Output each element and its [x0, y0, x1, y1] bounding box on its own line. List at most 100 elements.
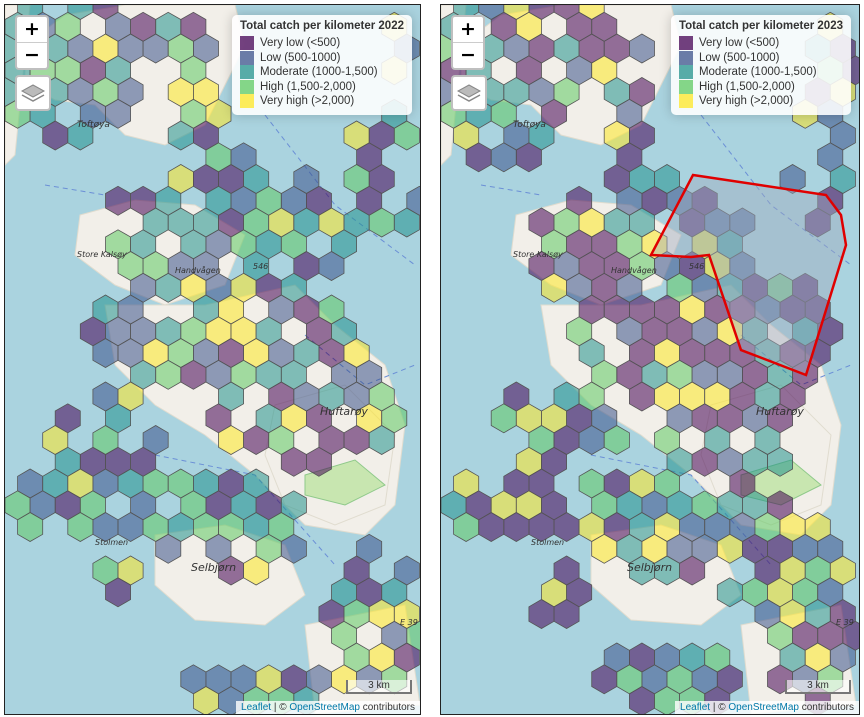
- hex-cell[interactable]: [67, 120, 94, 151]
- legend-swatch: [678, 65, 693, 80]
- legend-label: Moderate (1000-1,500): [259, 66, 378, 79]
- hex-cell[interactable]: [368, 425, 395, 455]
- legend-swatch: [678, 50, 693, 65]
- legend-swatch: [239, 65, 254, 80]
- zoom-control: + −: [15, 15, 49, 70]
- legend-swatch: [239, 79, 254, 94]
- zoom-control: + −: [451, 15, 485, 70]
- hex-cell[interactable]: [305, 446, 332, 477]
- ferry-route: [480, 184, 542, 196]
- legend-item: High (1,500-2,000): [678, 79, 843, 95]
- legend-label: Very low (<500): [698, 37, 780, 50]
- osm-link[interactable]: OpenStreetMap: [728, 702, 799, 713]
- attribution-suffix: contributors: [359, 702, 415, 713]
- place-label: Huftarøy: [320, 405, 368, 418]
- hex-cell[interactable]: [155, 533, 182, 564]
- hex-cell[interactable]: [767, 446, 794, 477]
- place-label: 546: [253, 262, 268, 271]
- layers-control-button[interactable]: [15, 75, 51, 111]
- legend-label: Low (500-1000): [698, 51, 780, 64]
- legend-swatch: [678, 79, 693, 94]
- legend-label: High (1,500-2,000): [698, 80, 795, 93]
- highlight-area: [648, 173, 848, 377]
- legend-title: Total catch per kilometer 2022: [239, 20, 404, 32]
- place-label: Store Kalsøy: [77, 250, 127, 259]
- legend-label: Low (500-1000): [259, 51, 341, 64]
- layers-icon: [20, 84, 46, 102]
- hex-cell[interactable]: [553, 599, 580, 629]
- legend-item: Very high (>2,000): [239, 94, 404, 109]
- hex-cell[interactable]: [393, 120, 420, 151]
- hex-cell[interactable]: [243, 555, 270, 586]
- hex-cell[interactable]: [280, 533, 307, 564]
- ferry-route: [700, 114, 852, 266]
- place-label: Huftarøy: [756, 405, 804, 418]
- map-canvas[interactable]: Toftøya Store Kalsøy Handvågen 546 Huftarøy S…: [441, 5, 859, 714]
- place-label: E 39: [400, 618, 418, 627]
- place-label: E 39: [836, 618, 854, 627]
- hexbin-layer[interactable]: [5, 5, 420, 714]
- legend-item: Low (500-1000): [678, 50, 843, 66]
- hex-cell[interactable]: [679, 555, 706, 586]
- attribution-sep: | ©: [710, 702, 729, 713]
- place-label: Toftøya: [513, 120, 546, 130]
- hex-cell[interactable]: [105, 577, 131, 608]
- layers-icon: [456, 84, 482, 102]
- zoom-out-button[interactable]: −: [460, 44, 476, 66]
- attribution: Leaflet | © OpenStreetMap contributors: [236, 701, 420, 714]
- hex-cell[interactable]: [804, 207, 831, 238]
- legend-label: Moderate (1000-1,500): [698, 66, 817, 79]
- place-label: 546: [689, 262, 704, 271]
- zoom-in-button[interactable]: +: [453, 17, 483, 43]
- legend-label: High (1,500-2,000): [259, 80, 356, 93]
- map-canvas[interactable]: Toftøya Store Kalsøy Handvågen 546 Huftarøy S…: [5, 5, 420, 714]
- legend-item: Low (500-1000): [239, 50, 404, 66]
- map-panel-2023[interactable]: Toftøya Store Kalsøy Handvågen 546 Huftarøy S…: [440, 4, 860, 715]
- leaflet-link[interactable]: Leaflet: [241, 702, 272, 713]
- place-labels: Toftøya Store Kalsøy Handvågen 546 Huftarøy S…: [513, 120, 854, 627]
- legend-label: Very low (<500): [259, 37, 341, 50]
- place-label: Selbjørn: [627, 561, 672, 574]
- legend-swatch: [239, 36, 254, 51]
- legend: Total catch per kilometer 2023 Very low …: [670, 15, 851, 115]
- ferry-route: [44, 184, 106, 196]
- legend-item: Very high (>2,000): [678, 94, 843, 109]
- legend-item: Moderate (1000-1,500): [239, 65, 404, 80]
- attribution-sep: | ©: [271, 702, 290, 713]
- legend-swatch: [678, 94, 693, 109]
- legend-title: Total catch per kilometer 2023: [678, 20, 843, 32]
- place-label: Handvågen: [175, 265, 221, 275]
- legend-swatch: [239, 94, 254, 109]
- hex-cell[interactable]: [105, 98, 131, 129]
- attribution-suffix: contributors: [798, 702, 854, 713]
- legend-label: Very high (>2,000): [698, 95, 794, 108]
- hex-cell[interactable]: [515, 142, 542, 173]
- scale-bar: 3 km: [346, 680, 412, 694]
- layers-control-button[interactable]: [451, 75, 487, 111]
- place-label: Store Kalsøy: [513, 250, 563, 259]
- osm-link[interactable]: OpenStreetMap: [289, 702, 360, 713]
- zoom-out-button[interactable]: −: [24, 44, 40, 66]
- legend-item: High (1,500-2,000): [239, 79, 404, 95]
- legend-swatch: [239, 50, 254, 65]
- hex-cell[interactable]: [779, 164, 806, 194]
- legend-item: Moderate (1000-1,500): [678, 65, 843, 80]
- legend-label: Very high (>2,000): [259, 95, 355, 108]
- legend-item: Very low (<500): [678, 36, 843, 51]
- map-panel-2022[interactable]: Toftøya Store Kalsøy Handvågen 546 Huftarøy S…: [4, 4, 421, 715]
- place-label: Stolmen: [531, 538, 564, 547]
- leaflet-link[interactable]: Leaflet: [680, 702, 711, 713]
- place-label: Toftøya: [77, 120, 110, 130]
- place-label: Selbjørn: [191, 561, 236, 574]
- ferry-route: [264, 114, 416, 266]
- hex-cell[interactable]: [628, 33, 655, 64]
- place-label: Handvågen: [611, 265, 657, 275]
- zoom-in-button[interactable]: +: [17, 17, 47, 43]
- place-label: Stolmen: [95, 538, 128, 547]
- hex-cell[interactable]: [17, 512, 44, 542]
- hex-cell[interactable]: [393, 207, 420, 238]
- hex-cell[interactable]: [603, 425, 630, 455]
- hex-cell[interactable]: [318, 251, 345, 281]
- place-labels: Toftøya Store Kalsøy Handvågen 546 Huftarøy S…: [77, 120, 418, 627]
- legend-item: Very low (<500): [239, 36, 404, 51]
